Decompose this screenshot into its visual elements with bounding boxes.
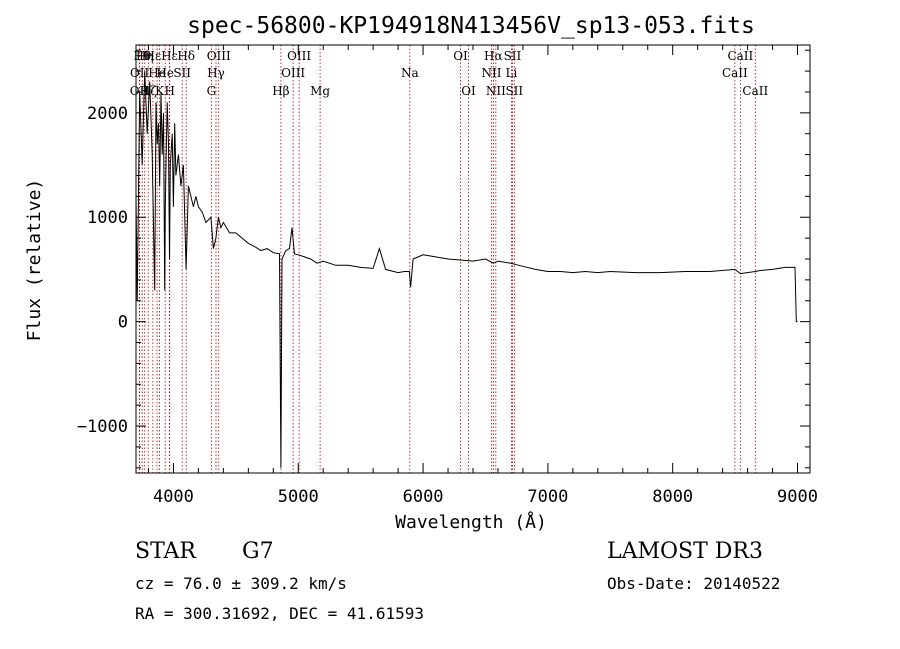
line-label: G bbox=[207, 84, 217, 98]
line-label: Hβ bbox=[272, 84, 289, 98]
x-axis-label: Wavelength (Å) bbox=[395, 511, 547, 533]
line-label: CaII bbox=[727, 49, 753, 63]
line-label: Li bbox=[506, 66, 518, 80]
line-label: Hθ bbox=[133, 49, 151, 63]
line-label: Na bbox=[401, 66, 419, 80]
line-label: SII bbox=[173, 66, 191, 80]
coordinates: RA = 300.31692, DEC = 41.61593 bbox=[135, 604, 424, 623]
line-label: NII bbox=[481, 66, 501, 80]
line-label: Hε bbox=[145, 49, 162, 63]
line-label: OIII bbox=[281, 66, 305, 80]
x-tick-label: 5000 bbox=[278, 487, 319, 507]
line-label: Hε bbox=[161, 49, 178, 63]
line-label: OIII bbox=[207, 49, 231, 63]
y-tick-label: −1000 bbox=[77, 417, 128, 437]
emission-line-labels: OIIOIIHθHηHζHεHeKHeHεSIIHHδGHγOIIIHβOIII… bbox=[130, 49, 769, 98]
y-axis-label: Flux (relative) bbox=[24, 179, 45, 342]
line-label: OI bbox=[453, 49, 468, 63]
y-axis-ticks: −1000 0 1000 2000 bbox=[77, 49, 810, 469]
obs-date: Obs-Date: 20140522 bbox=[607, 574, 780, 593]
line-label: SII bbox=[505, 84, 523, 98]
plot-frame bbox=[135, 44, 811, 474]
survey-label: LAMOST DR3 bbox=[607, 539, 763, 564]
line-label: H bbox=[164, 84, 174, 98]
line-label: Hα bbox=[484, 49, 503, 63]
x-axis-ticks: 4000 5000 6000 7000 8000 9000 bbox=[147, 45, 818, 507]
line-label: SII bbox=[504, 49, 522, 63]
line-label: CaII bbox=[742, 84, 768, 98]
emission-line-markers bbox=[138, 45, 756, 473]
chart-title: spec-56800-KP194918N413456V_sp13-053.fit… bbox=[187, 13, 755, 39]
line-label: He bbox=[156, 66, 174, 80]
line-label: Mg bbox=[310, 84, 330, 98]
line-label: CaII bbox=[722, 66, 748, 80]
spectrum-line bbox=[135, 71, 798, 468]
x-tick-label: 6000 bbox=[403, 487, 444, 507]
line-label: Hδ bbox=[177, 49, 195, 63]
x-tick-label: 7000 bbox=[527, 487, 568, 507]
x-tick-label: 8000 bbox=[652, 487, 693, 507]
object-subclass: G7 bbox=[242, 539, 274, 564]
line-label: NII bbox=[486, 84, 506, 98]
y-tick-label: 2000 bbox=[87, 104, 128, 124]
object-class: STAR bbox=[135, 539, 197, 564]
y-tick-label: 0 bbox=[118, 313, 128, 333]
x-tick-label: 4000 bbox=[153, 487, 194, 507]
line-label: Hη bbox=[136, 49, 154, 63]
line-label: Hγ bbox=[207, 66, 225, 80]
line-label: OIII bbox=[287, 49, 311, 63]
line-label: He bbox=[148, 66, 166, 80]
redshift-info: cz = 76.0 ± 309.2 km/s bbox=[135, 574, 347, 593]
y-tick-label: 1000 bbox=[87, 208, 128, 228]
line-label: OII bbox=[130, 66, 150, 80]
line-label: OI bbox=[461, 84, 476, 98]
line-label: K bbox=[155, 84, 165, 98]
x-tick-label: 9000 bbox=[777, 487, 818, 507]
